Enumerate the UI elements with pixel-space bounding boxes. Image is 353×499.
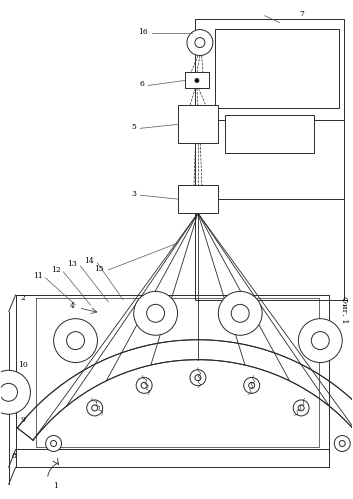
- Text: 5: 5: [131, 123, 136, 131]
- Text: 6: 6: [139, 80, 144, 88]
- Circle shape: [92, 405, 98, 411]
- Circle shape: [141, 382, 147, 388]
- Polygon shape: [16, 295, 329, 450]
- Circle shape: [50, 441, 56, 447]
- Bar: [195, 18, 344, 300]
- Bar: [178, 185, 218, 213]
- Text: 10: 10: [18, 361, 28, 369]
- Text: 7: 7: [299, 9, 304, 17]
- Circle shape: [187, 29, 213, 55]
- Circle shape: [146, 304, 164, 322]
- Circle shape: [218, 291, 262, 335]
- Bar: [178, 105, 218, 143]
- Circle shape: [231, 304, 249, 322]
- Circle shape: [54, 319, 97, 363]
- Circle shape: [311, 332, 329, 350]
- Circle shape: [195, 78, 199, 82]
- Text: 4: 4: [70, 302, 74, 310]
- Circle shape: [249, 382, 255, 388]
- Text: 8: 8: [11, 453, 16, 461]
- Circle shape: [87, 400, 103, 416]
- Text: 15: 15: [95, 265, 104, 273]
- Circle shape: [67, 332, 84, 350]
- Circle shape: [46, 436, 61, 452]
- Circle shape: [195, 375, 201, 381]
- Text: 14: 14: [85, 257, 94, 265]
- Circle shape: [136, 377, 152, 393]
- Text: 3: 3: [131, 190, 136, 198]
- Text: 9: 9: [20, 416, 25, 424]
- Circle shape: [293, 400, 309, 416]
- Text: 13: 13: [67, 260, 77, 268]
- Circle shape: [134, 291, 178, 335]
- Text: 11: 11: [33, 272, 42, 280]
- Circle shape: [0, 383, 18, 401]
- Text: 1: 1: [53, 483, 58, 491]
- Bar: [225, 115, 315, 153]
- Bar: [215, 28, 339, 108]
- Circle shape: [339, 441, 345, 447]
- Circle shape: [0, 370, 30, 414]
- Bar: [185, 72, 209, 88]
- Circle shape: [298, 319, 342, 363]
- Circle shape: [190, 370, 206, 386]
- Circle shape: [334, 436, 350, 452]
- Circle shape: [298, 405, 304, 411]
- Text: 12: 12: [51, 266, 60, 274]
- Text: 2: 2: [20, 294, 25, 302]
- Circle shape: [244, 377, 260, 393]
- Circle shape: [195, 37, 205, 47]
- Text: Фиг. 1: Фиг. 1: [340, 296, 348, 324]
- Text: 16: 16: [138, 27, 148, 35]
